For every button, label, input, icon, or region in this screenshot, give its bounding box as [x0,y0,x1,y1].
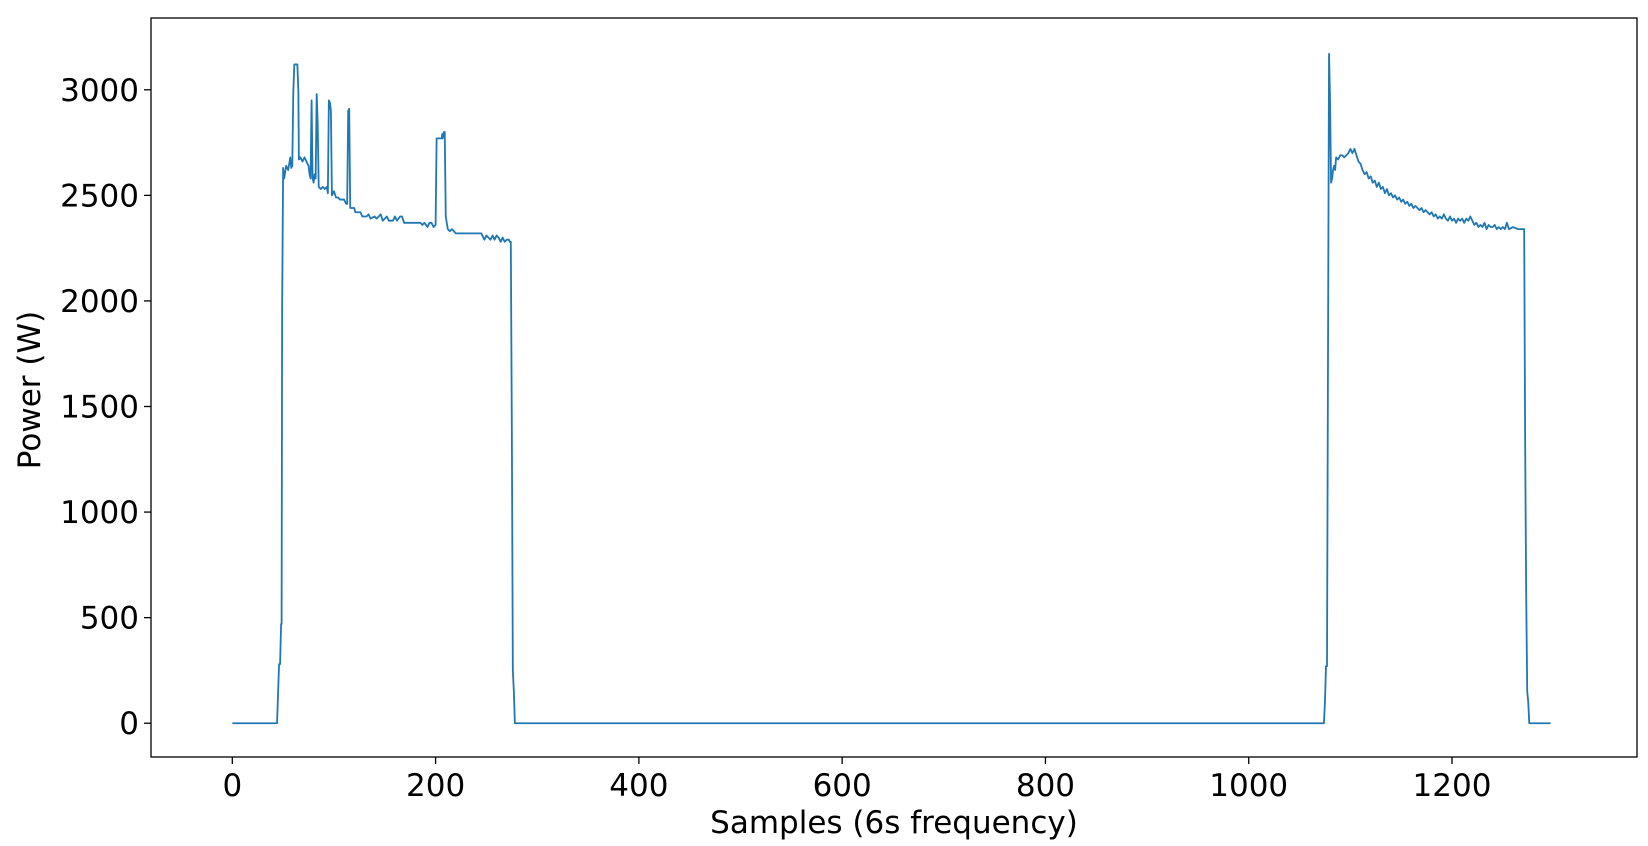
x-tick-label: 0 [222,768,242,804]
y-tick-label: 1000 [60,495,139,531]
series-line-0 [232,52,1551,725]
plot-frame [150,17,1638,758]
series-layer [232,52,1551,725]
y-tick-label: 2500 [60,178,139,214]
x-axis-ticks: 0 200 400 600 800 1000 1200 [222,757,1491,804]
y-tick-label: 3000 [60,73,139,109]
y-tick-label: 500 [80,601,139,637]
y-axis-ticks: 0 500 1000 1500 2000 2500 3000 [60,73,151,742]
x-axis-title: Samples (6s frequency) [710,805,1078,841]
y-tick-label: 1500 [60,390,139,426]
y-axis-title: Power (W) [12,311,48,469]
x-tick-label: 800 [1016,768,1075,804]
x-tick-label: 600 [813,768,872,804]
x-tick-label: 1200 [1413,768,1492,804]
y-tick-label: 0 [119,706,139,742]
y-tick-label: 2000 [60,284,139,320]
x-tick-label: 1000 [1209,768,1288,804]
x-tick-label: 200 [406,768,465,804]
x-tick-label: 400 [609,768,668,804]
